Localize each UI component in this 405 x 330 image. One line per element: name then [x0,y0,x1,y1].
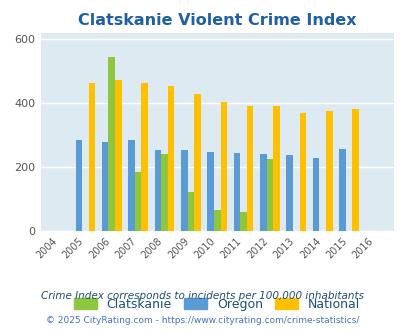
Bar [134,172,141,231]
Bar [161,154,167,231]
Bar [128,140,134,231]
Legend: Clatskanie, Oregon, National: Clatskanie, Oregon, National [69,293,364,316]
Bar [187,192,194,231]
Bar [312,158,319,231]
Bar [167,86,174,231]
Bar [115,80,122,231]
Bar [233,153,240,231]
Bar [194,94,200,231]
Bar [260,154,266,231]
Bar [352,109,358,231]
Bar [154,150,161,231]
Bar [213,210,220,231]
Bar [102,142,108,231]
Bar [108,57,115,231]
Bar [75,140,82,231]
Bar [338,149,345,231]
Bar [273,107,279,231]
Bar [220,102,226,231]
Bar [240,212,246,231]
Bar [88,82,95,231]
Bar [181,150,187,231]
Bar [299,114,305,231]
Bar [207,152,213,231]
Bar [246,107,253,231]
Bar [266,159,273,231]
Title: Clatskanie Violent Crime Index: Clatskanie Violent Crime Index [78,13,356,28]
Text: Crime Index corresponds to incidents per 100,000 inhabitants: Crime Index corresponds to incidents per… [41,291,364,301]
Bar [141,83,148,231]
Text: © 2025 CityRating.com - https://www.cityrating.com/crime-statistics/: © 2025 CityRating.com - https://www.city… [46,316,359,325]
Bar [325,111,332,231]
Bar [286,155,292,231]
